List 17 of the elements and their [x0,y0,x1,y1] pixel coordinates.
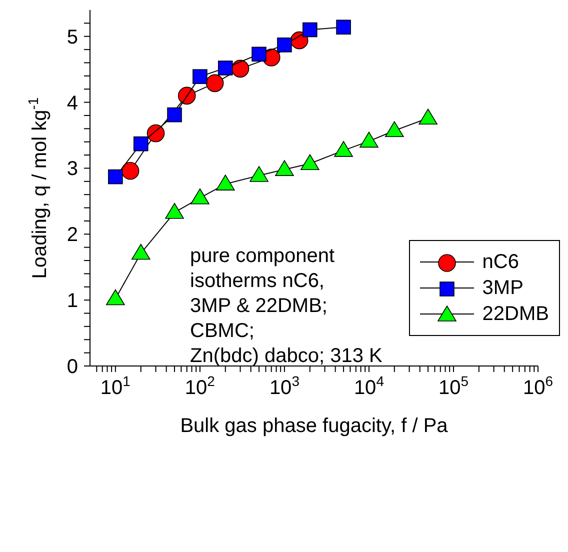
x-tick-label: 10$^{4}$ [354,373,384,399]
y-tick-label: 3 [66,158,78,180]
y-tick-label: 0 [66,356,78,378]
legend-label: nC6 [482,250,519,274]
x-tick-label: 10$^{6}$ [522,373,554,399]
annotation: pure component isotherms nC6, 3MP & 22DMB; CBMC; Zn(bdc) dabco; 313 K [190,244,382,369]
x-tick-label: 10$^{3}$ [269,373,300,399]
y-tick-label: 1 [66,290,78,312]
x-tick-label: 10$^{2}$ [184,373,216,399]
y-tick-label: 4 [66,92,78,114]
x-axis-title: Bulk gas phase fugacity, f / Pa [180,415,449,437]
legend-label: 3MP [482,276,524,300]
x-tick-label: 10$^{5}$ [438,373,469,399]
legend-label: 22DMB [482,302,549,326]
y-tick-label: 5 [66,26,78,48]
y-tick-label: 2 [66,224,78,246]
x-tick-label: 10$^{1}$ [100,373,131,399]
